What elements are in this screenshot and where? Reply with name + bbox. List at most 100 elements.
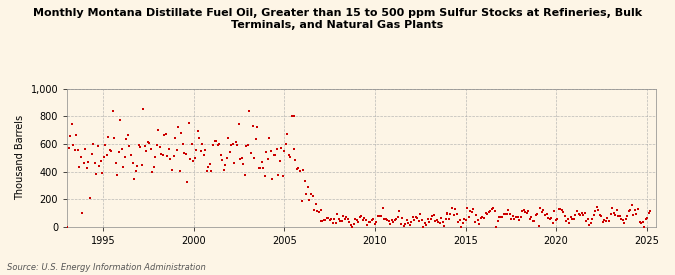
Point: [558, 209, 568, 214]
Point: [86, 152, 97, 156]
Point: [460, 218, 471, 222]
Point: [95, 159, 106, 163]
Point: [353, 220, 364, 225]
Point: [480, 211, 491, 216]
Point: [425, 217, 436, 221]
Point: [169, 136, 180, 141]
Point: [585, 221, 596, 225]
Point: [539, 212, 550, 217]
Point: [263, 157, 273, 161]
Point: [509, 217, 520, 221]
Point: [479, 216, 489, 220]
Point: [431, 218, 442, 222]
Point: [619, 221, 630, 225]
Point: [593, 207, 603, 212]
Point: [240, 173, 250, 178]
Point: [270, 153, 281, 158]
Point: [317, 219, 327, 223]
Point: [179, 151, 190, 155]
Point: [99, 155, 109, 160]
Point: [82, 165, 92, 170]
Point: [453, 219, 464, 224]
Point: [437, 220, 448, 224]
Point: [275, 159, 286, 163]
Point: [220, 163, 231, 167]
Point: [326, 217, 337, 222]
Point: [124, 144, 135, 148]
Point: [205, 162, 215, 166]
Point: [155, 145, 165, 149]
Point: [407, 215, 418, 219]
Point: [119, 155, 130, 159]
Point: [474, 221, 485, 226]
Point: [433, 219, 443, 224]
Point: [590, 209, 601, 214]
Point: [465, 208, 476, 213]
Point: [127, 160, 138, 165]
Point: [192, 129, 203, 134]
Y-axis label: Thousand Barrels: Thousand Barrels: [15, 115, 25, 200]
Point: [526, 215, 537, 219]
Point: [645, 209, 655, 213]
Point: [383, 219, 394, 224]
Point: [423, 217, 433, 222]
Point: [63, 146, 74, 150]
Point: [491, 225, 502, 229]
Point: [248, 156, 259, 160]
Point: [144, 141, 155, 145]
Point: [276, 145, 287, 150]
Point: [556, 208, 567, 212]
Point: [191, 148, 202, 152]
Point: [476, 216, 487, 220]
Point: [304, 198, 315, 202]
Point: [596, 214, 607, 219]
Point: [642, 216, 653, 220]
Point: [267, 177, 277, 181]
Point: [329, 217, 340, 221]
Point: [77, 211, 88, 216]
Point: [354, 215, 365, 220]
Point: [319, 218, 329, 222]
Point: [247, 123, 258, 128]
Point: [532, 212, 543, 216]
Point: [468, 207, 479, 211]
Point: [560, 214, 570, 218]
Point: [636, 221, 647, 225]
Point: [435, 221, 446, 226]
Point: [279, 148, 290, 153]
Point: [612, 208, 622, 213]
Point: [572, 209, 583, 213]
Point: [89, 161, 100, 165]
Point: [359, 216, 370, 221]
Point: [306, 192, 317, 196]
Point: [394, 209, 404, 214]
Point: [578, 213, 589, 217]
Point: [293, 166, 304, 170]
Point: [190, 156, 200, 160]
Point: [367, 218, 377, 222]
Point: [608, 211, 619, 215]
Point: [373, 214, 383, 219]
Point: [524, 217, 535, 222]
Point: [515, 215, 526, 219]
Point: [605, 212, 616, 216]
Point: [396, 222, 406, 226]
Point: [503, 208, 514, 212]
Point: [554, 207, 564, 211]
Point: [288, 114, 299, 119]
Point: [80, 147, 91, 152]
Text: Source: U.S. Energy Information Administration: Source: U.S. Energy Information Administ…: [7, 263, 205, 272]
Point: [288, 147, 299, 151]
Point: [242, 143, 253, 147]
Point: [610, 213, 620, 217]
Point: [494, 215, 505, 219]
Point: [165, 157, 176, 161]
Point: [178, 141, 188, 146]
Point: [198, 153, 209, 157]
Point: [469, 219, 480, 224]
Point: [406, 220, 416, 224]
Point: [299, 179, 310, 183]
Point: [62, 224, 73, 229]
Point: [352, 218, 362, 222]
Point: [92, 144, 103, 148]
